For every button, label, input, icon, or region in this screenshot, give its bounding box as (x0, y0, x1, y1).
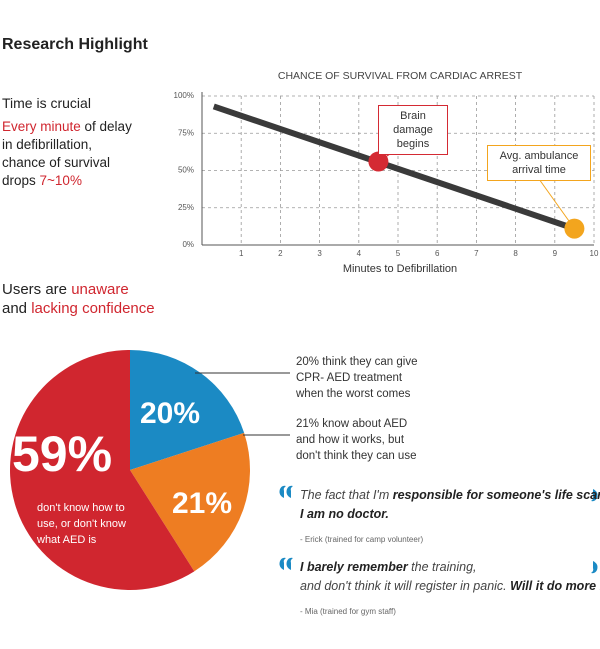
section-heading: Time is crucial (2, 95, 91, 111)
text-line: and lacking confidence (2, 299, 155, 318)
y-tick-label: 0% (182, 240, 194, 249)
y-tick-label: 100% (174, 91, 194, 100)
text-segment: lacking confidence (31, 300, 155, 317)
x-tick-label: 2 (278, 249, 283, 258)
callout-line: 20% think they can give (296, 356, 418, 368)
x-tick-label: 10 (590, 249, 599, 258)
quote-open (279, 557, 293, 570)
slice-note: use, or don't know (37, 518, 126, 530)
text-segment: responsible for someone's life scares me… (392, 488, 600, 502)
text-line: Every minute of delay (2, 118, 132, 136)
text-segment: in defibrillation, (2, 137, 93, 152)
y-tick-label: 50% (178, 166, 194, 175)
text-line: Users are unaware (2, 280, 155, 299)
x-axis-label: Minutes to Defibrillation (343, 263, 457, 275)
callout: 21% know about AED and how it works, but d… (296, 416, 416, 464)
text-segment: and (2, 300, 32, 317)
quote: I barely remember the training, and don't… (300, 558, 600, 621)
text-line: I barely remember the training, (300, 558, 600, 577)
slice-note: what AED is (36, 534, 97, 546)
callout: 20% think they can give CPR- AED treatmen… (296, 354, 417, 402)
text-segment: the training, (407, 560, 477, 574)
text-line: in defibrillation, (2, 136, 132, 154)
y-tick-label: 75% (178, 128, 194, 137)
text-segment: The fact that I'm (300, 488, 393, 502)
text-segment: I barely remember (300, 560, 408, 574)
quote: The fact that I'm responsible for someon… (300, 486, 600, 549)
annotation-box: Avg. ambulance arrival time (487, 145, 591, 181)
text-segment: Users are (2, 281, 72, 298)
quote-close (591, 561, 598, 574)
annotation-leader (538, 178, 575, 229)
text-segment: Will it do more harm? (510, 579, 600, 593)
text-segment: chance of survival (2, 155, 111, 170)
section-body: Every minute of delay in defibrillation, c… (2, 118, 132, 190)
x-tick-label: 8 (513, 249, 518, 258)
x-tick-label: 5 (396, 249, 401, 258)
line-series (212, 103, 576, 232)
annotation-text: arrival time (512, 164, 566, 176)
text-segment: and don't think it will register in pani… (300, 579, 511, 593)
pie-slice (130, 350, 245, 470)
text-segment: I am no doctor. (300, 507, 389, 521)
text-line: chance of survival (2, 154, 132, 172)
callout-line: CPR- AED treatment (296, 372, 403, 384)
text-segment: 7~10% (39, 173, 82, 188)
slice-label: 20% (140, 397, 200, 430)
text-line: I am no doctor. (300, 505, 600, 524)
text-segment: of delay (80, 119, 132, 134)
callout-line: and how it works, but (296, 434, 405, 446)
x-tick-label: 1 (239, 249, 244, 258)
x-tick-label: 7 (474, 249, 479, 258)
pie-slice (10, 350, 195, 590)
slice-label: 59% (12, 426, 112, 482)
slice-label: 21% (172, 487, 232, 520)
x-tick-label: 9 (553, 249, 558, 258)
chart-title: CHANCE OF SURVIVAL FROM CARDIAC ARREST (278, 70, 523, 82)
x-tick-label: 6 (435, 249, 440, 258)
pie-slice (130, 432, 251, 572)
annotation-box: Brain damage begins (378, 105, 448, 155)
x-tick-label: 3 (317, 249, 322, 258)
quote-author: - Erick (trained for camp volunteer) (300, 535, 424, 544)
section-heading: Users are unaware and lacking confidence (2, 280, 155, 318)
quote-author: - Mia (trained for gym staff) (300, 607, 396, 616)
text-line: and don't think it will register in pani… (300, 577, 600, 596)
annotation-point (564, 218, 585, 239)
callout-line: 21% know about AED (296, 418, 408, 430)
annotation-text: Avg. ambulance (499, 150, 579, 162)
callout-line: when the worst comes (296, 388, 411, 400)
annotation-point (368, 151, 389, 172)
annotation-text: Brain damage (393, 110, 433, 136)
text-line: The fact that I'm responsible for someon… (300, 486, 600, 505)
text-segment: unaware (71, 281, 129, 298)
annotation-text: begins (396, 138, 430, 150)
page-title: Research Highlight (2, 36, 148, 53)
slice-note: don't know how to (37, 502, 125, 514)
quote-open (279, 485, 293, 498)
x-tick-label: 4 (357, 249, 362, 258)
text-line: drops 7~10% (2, 172, 132, 190)
quote-close (591, 489, 598, 502)
y-tick-label: 25% (178, 203, 194, 212)
callout-line: don't think they can use (296, 450, 417, 462)
text-segment: drops (2, 173, 40, 188)
text-segment: Every minute (2, 119, 81, 134)
